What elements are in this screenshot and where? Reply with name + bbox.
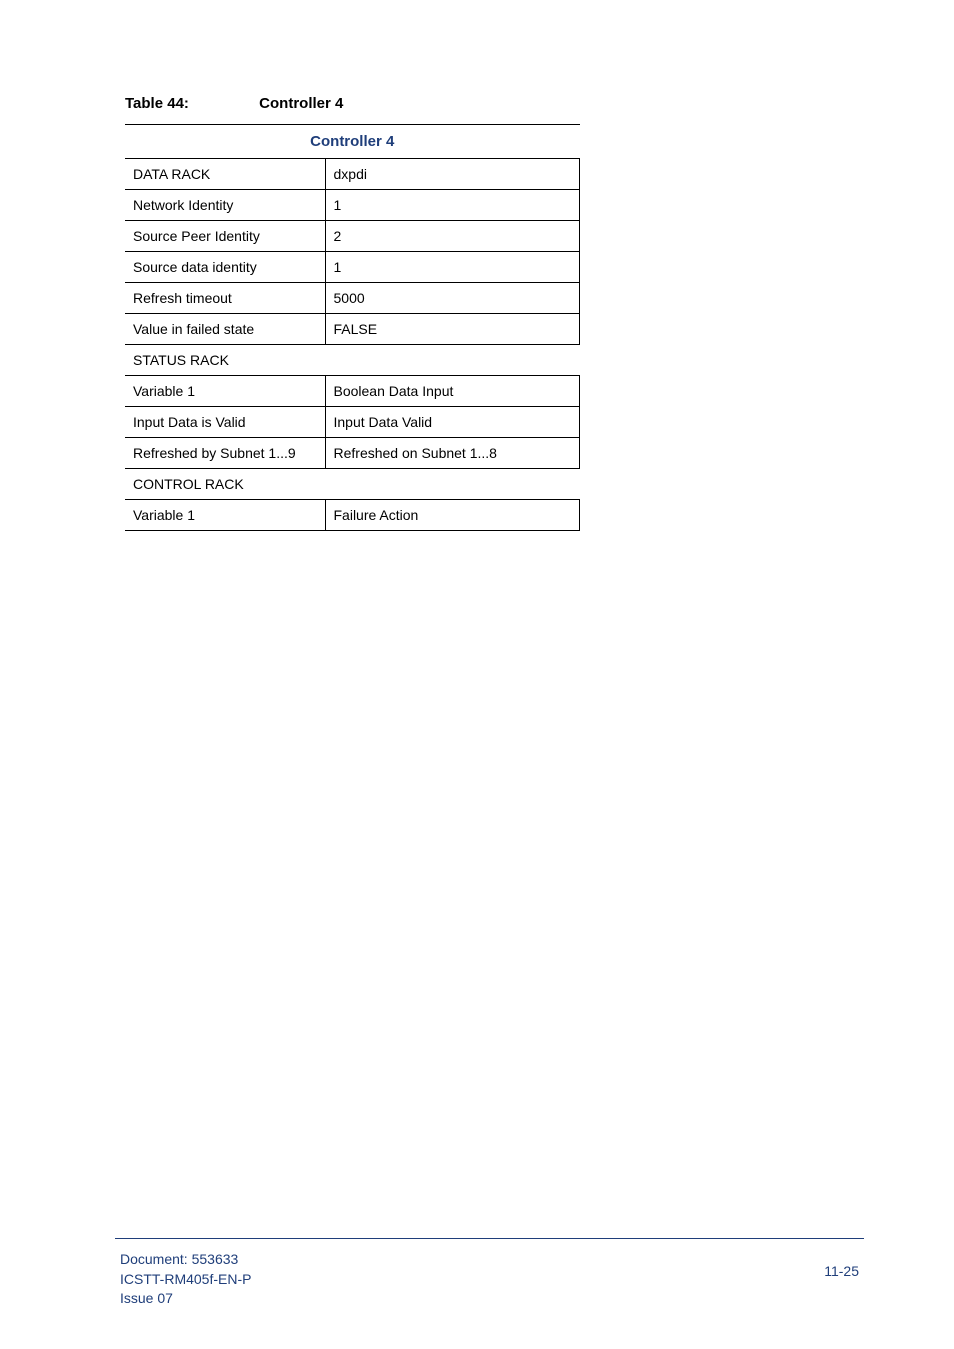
spec-table: Controller 4 DATA RACK dxpdi Network Ide…	[125, 124, 580, 531]
cell-label: Variable 1	[125, 500, 325, 531]
section-heading-row: CONTROL RACK	[125, 469, 580, 500]
cell-label: Refreshed by Subnet 1...9	[125, 438, 325, 469]
cell-value: 1	[325, 190, 580, 221]
cell-value: Failure Action	[325, 500, 580, 531]
table-row: Refresh timeout 5000	[125, 283, 580, 314]
cell-label: Variable 1	[125, 376, 325, 407]
cell-label: Source data identity	[125, 252, 325, 283]
cell-label: Value in failed state	[125, 314, 325, 345]
footer-line: ICSTT-RM405f-EN-P	[120, 1270, 251, 1290]
page-body: Table 44: Controller 4 Controller 4 DATA…	[0, 0, 954, 531]
cell-value: Input Data Valid	[325, 407, 580, 438]
section-heading: STATUS RACK	[125, 345, 580, 376]
table-title: Controller 4	[125, 125, 580, 159]
cell-value: dxpdi	[325, 159, 580, 190]
caption-text: Controller 4	[259, 95, 343, 112]
cell-label: DATA RACK	[125, 159, 325, 190]
cell-value: Boolean Data Input	[325, 376, 580, 407]
footer-left: Document: 553633 ICSTT-RM405f-EN-P Issue…	[120, 1250, 251, 1309]
table-row: Variable 1 Boolean Data Input	[125, 376, 580, 407]
section-heading: CONTROL RACK	[125, 469, 580, 500]
table-row: Refreshed by Subnet 1...9 Refreshed on S…	[125, 438, 580, 469]
table-title-row: Controller 4	[125, 125, 580, 159]
section-heading-row: STATUS RACK	[125, 345, 580, 376]
cell-label: Network Identity	[125, 190, 325, 221]
cell-label: Source Peer Identity	[125, 221, 325, 252]
footer-line: Issue 07	[120, 1289, 251, 1309]
table-row: Network Identity 1	[125, 190, 580, 221]
table-caption: Table 44: Controller 4	[125, 95, 839, 112]
table-row: Source data identity 1	[125, 252, 580, 283]
footer-rule	[115, 1238, 864, 1239]
table-row: Value in failed state FALSE	[125, 314, 580, 345]
cell-value: 1	[325, 252, 580, 283]
cell-value: Refreshed on Subnet 1...8	[325, 438, 580, 469]
cell-value: 2	[325, 221, 580, 252]
footer-right: 11-25	[824, 1263, 859, 1279]
cell-label: Input Data is Valid	[125, 407, 325, 438]
cell-value: FALSE	[325, 314, 580, 345]
table-row: DATA RACK dxpdi	[125, 159, 580, 190]
table-row: Input Data is Valid Input Data Valid	[125, 407, 580, 438]
footer-line: Document: 553633	[120, 1250, 251, 1270]
caption-label: Table 44:	[125, 95, 255, 112]
table-row: Source Peer Identity 2	[125, 221, 580, 252]
table-row: Variable 1 Failure Action	[125, 500, 580, 531]
cell-value: 5000	[325, 283, 580, 314]
cell-label: Refresh timeout	[125, 283, 325, 314]
